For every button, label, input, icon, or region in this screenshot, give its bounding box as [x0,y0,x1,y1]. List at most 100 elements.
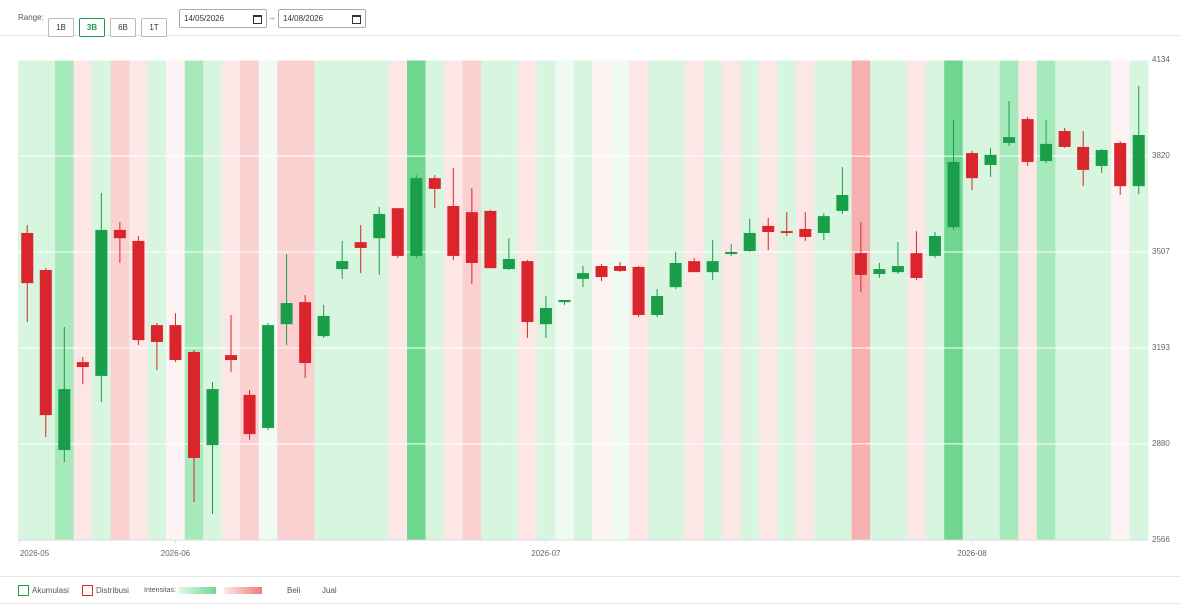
date-from-text: 14/05/2026 [184,14,225,23]
candle-body [428,178,441,189]
candle-body [539,307,552,325]
candle-body [280,303,293,325]
candle-body [632,266,645,315]
candle-body [891,266,904,273]
candle-body [854,253,867,275]
range-button[interactable]: 3B [79,18,105,37]
candle-body [169,325,182,360]
date-to[interactable]: 14/08/2026 [278,9,366,28]
y-tick-label: 3507 [1152,247,1170,256]
date-from[interactable]: 14/05/2026 [179,9,267,28]
date-to-text: 14/08/2026 [283,14,324,23]
candle-body [465,212,478,263]
candle-body [262,325,275,428]
intensity-band [258,60,278,540]
candle-body [1077,146,1090,170]
intensity-band [796,60,815,540]
intensity-band [703,60,723,540]
x-tick-label: 2026-08 [957,549,987,558]
candle-body [299,302,312,364]
candle-body [373,213,386,239]
candle-body [558,300,571,303]
candle-body [706,261,719,273]
intensity-band [73,60,93,540]
candle-body [614,266,627,271]
intensity-band [1073,60,1093,540]
range-button[interactable]: 6B [110,18,136,37]
legend-sell: Jual [322,586,337,595]
candle-body [669,262,682,288]
candle-body [780,231,793,233]
candle-body [651,296,664,315]
candle-body [447,206,460,256]
intensity-band [1092,60,1112,540]
candle-body [502,258,515,270]
intensity-band [573,60,593,540]
candle-body [743,232,756,252]
legend-accumulation: Akumulasi [32,586,69,595]
y-tick-label: 3820 [1152,151,1170,160]
intensity-band [610,60,630,540]
intensity-band [166,60,186,540]
candle-body [1003,137,1016,143]
intensity-band [870,60,889,540]
x-tick-label: 2026-07 [531,549,561,558]
y-tick-label: 3193 [1152,343,1170,352]
candle-body [113,229,126,239]
intensity-band [425,60,445,540]
candle-body [206,389,219,446]
intensity-band [221,60,241,540]
intensity-band [332,60,352,540]
candle-body [966,153,979,179]
candle-body [595,266,608,278]
x-tick-label: 2026-06 [161,549,191,558]
intensity-band [999,60,1019,540]
candle-body [521,261,534,323]
candle-body [150,325,163,342]
intensity-green [178,587,216,594]
candle-body [76,362,89,368]
intensity-band [592,60,612,540]
intensity-red [224,587,262,594]
candle-body [243,394,256,435]
intensity-band [499,60,519,540]
intensity-band [740,60,760,540]
candle-body [336,261,349,270]
chart: 2566 2880 3193 3507 3820 4134 2026-05 2026-06 20… [18,55,1170,558]
intensity-band [684,60,704,540]
intensity-band [369,60,389,540]
intensity-band [925,60,945,540]
candle-body [817,216,830,233]
candle-body [1021,119,1034,162]
intensity-band [314,60,334,540]
candle-body [984,154,997,165]
intensity-band [55,60,74,540]
candle-body [317,315,330,337]
intensity-band [833,60,852,540]
legend-buy: Beli [287,586,301,595]
candle-body [354,242,367,248]
intensity-band [110,60,130,540]
toolbar: Range: 1B 3B 6B 1T 14/05/2026 → 14/08/2026 [0,0,1180,37]
intensity-band [814,60,834,540]
y-tick-label: 2880 [1152,439,1170,448]
legend-accumulation-swatch [18,585,29,596]
candle-body [928,236,941,256]
candle-body [577,273,589,279]
x-tick-label: 2026-05 [20,549,50,558]
candle-body [725,251,738,255]
intensity-band [1036,60,1056,540]
range-button[interactable]: 1T [141,18,167,37]
legend: Akumulasi Distribusi Intensitas: Beli Ju… [0,576,1180,604]
intensity-band [462,60,482,540]
legend-intensity: Intensitas: [144,587,176,594]
intensity-band [147,60,167,540]
range-button[interactable]: 1B [48,18,74,37]
intensity-band [407,60,426,540]
candle-body [688,261,701,273]
candle-body [1040,143,1053,162]
candle-body [187,352,200,458]
candle-body [39,270,52,416]
candle-body [1114,142,1127,187]
